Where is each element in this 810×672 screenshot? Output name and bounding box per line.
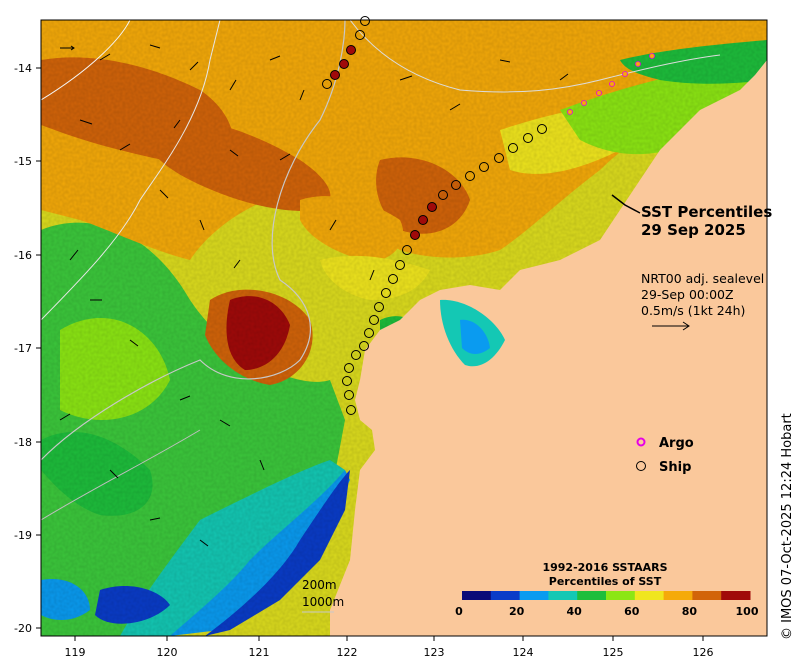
colorbar-tick-label: 60	[624, 605, 640, 618]
colorbar-tick-label: 100	[736, 605, 759, 618]
colorbar-cell	[692, 591, 722, 600]
colorbar-title-1: 1992-2016 SSTAARS	[542, 561, 667, 574]
y-axis-labels: -14 -15 -16 -17 -18 -19 -20	[14, 62, 32, 635]
ship-legend-label: Ship	[659, 460, 691, 475]
ship-legend-icon	[636, 461, 646, 471]
x-tick-label: 121	[249, 646, 270, 659]
colorbar-tick-label: 80	[682, 605, 698, 618]
scale-arrow-icon	[652, 321, 690, 331]
x-tick-label: 123	[424, 646, 445, 659]
colorbar-cell	[577, 591, 607, 600]
map-date: 29 Sep 2025	[641, 221, 746, 239]
x-tick-label: 125	[603, 646, 624, 659]
x-tick-label: 120	[157, 646, 178, 659]
colorbar-tick-labels: 0 20 40 60 80 100	[455, 605, 759, 618]
colorbar-cell	[634, 591, 665, 600]
current-time-label: 29-Sep 00:00Z	[641, 287, 734, 302]
colorbar-title-2: Percentiles of SST	[549, 575, 662, 588]
colorbar-cell	[462, 591, 492, 600]
isobath-1000-label: 1000m	[302, 595, 344, 609]
colorbar-cell	[548, 591, 578, 600]
y-tick-label: -18	[14, 436, 32, 449]
y-tick-label: -15	[14, 155, 32, 168]
colorbar-cell	[606, 591, 636, 600]
credit-text: © IMOS 07-Oct-2025 12:24 Hobart	[780, 413, 795, 640]
y-tick-label: -19	[14, 529, 32, 542]
colorbar-cell	[519, 591, 549, 600]
x-axis-labels: 119 120 121 122 123 124 125 126	[65, 646, 714, 659]
x-tick-label: 126	[693, 646, 714, 659]
current-vectors	[59, 44, 569, 547]
current-source-label: NRT00 adj. sealevel	[641, 271, 764, 286]
y-tick-label: -16	[14, 249, 32, 262]
current-scale-label: 0.5m/s (1kt 24h)	[641, 303, 745, 318]
sst-field	[41, 20, 767, 636]
colorbar	[462, 591, 751, 600]
colorbar-cell	[490, 591, 521, 600]
title-pointer	[611, 194, 641, 214]
x-tick-label: 124	[513, 646, 534, 659]
colorbar-cell	[663, 591, 693, 600]
argo-floats	[567, 53, 655, 115]
x-tick-label: 119	[65, 646, 86, 659]
colorbar-tick-label: 40	[567, 605, 583, 618]
y-tick-label: -17	[14, 342, 32, 355]
axis-ticks	[36, 67, 704, 641]
argo-legend-label: Argo	[659, 436, 694, 451]
argo-legend-icon	[636, 437, 646, 447]
colorbar-tick-label: 0	[455, 605, 463, 618]
colorbar-cell	[721, 591, 751, 600]
map-title: SST Percentiles	[641, 203, 772, 221]
map-frame	[40, 19, 768, 637]
colorbar-tick-label: 20	[509, 605, 525, 618]
isobath-200-label: 200m	[302, 578, 337, 592]
ship-track	[322, 16, 547, 415]
y-tick-label: -20	[14, 622, 32, 635]
x-tick-label: 122	[337, 646, 358, 659]
y-tick-label: -14	[14, 62, 32, 75]
